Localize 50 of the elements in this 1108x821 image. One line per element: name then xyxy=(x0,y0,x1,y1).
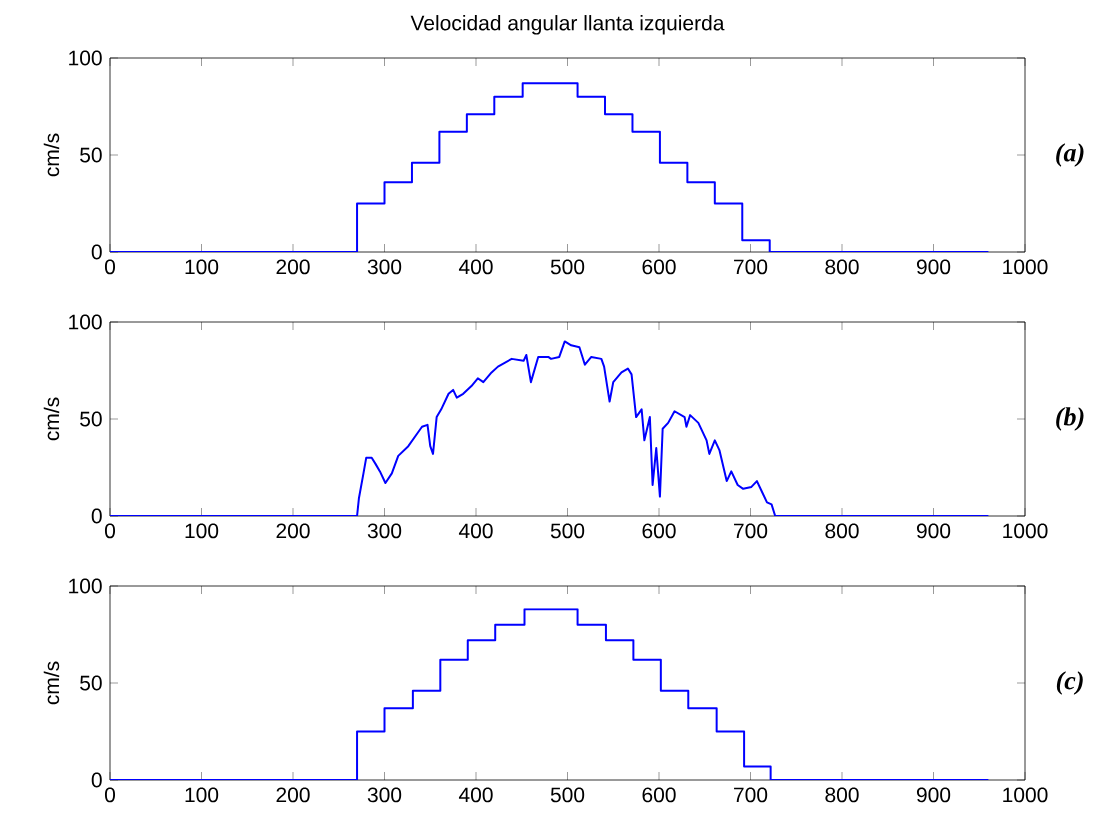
x-tick-label: 800 xyxy=(825,523,859,539)
y-tick-label: 100 xyxy=(69,314,102,330)
x-tick-label: 1000 xyxy=(1003,523,1048,539)
x-tick-label: 100 xyxy=(185,787,219,803)
y-tick-label: 100 xyxy=(69,50,102,66)
x-tick-label: 0 xyxy=(104,787,116,803)
x-tick-label: 900 xyxy=(916,523,951,539)
text: (c) xyxy=(1056,671,1083,695)
x-tick-label: 100 xyxy=(185,259,219,275)
x-tick-label: 0 xyxy=(104,259,116,275)
x-tick-label: 500 xyxy=(550,259,585,275)
x-tick-label: 300 xyxy=(367,523,402,539)
x-tick-label: 500 xyxy=(550,787,585,803)
x-tick-label: 400 xyxy=(458,259,493,275)
x-tick-label: 700 xyxy=(734,523,768,539)
x-tick-label: 200 xyxy=(276,787,310,803)
y-axis-title: cm/s xyxy=(43,397,60,441)
y-tick-label: 50 xyxy=(80,675,102,691)
x-tick-label: 1000 xyxy=(1003,787,1048,803)
y-tick-label: 50 xyxy=(80,411,102,427)
x-tick-label: 600 xyxy=(642,523,676,539)
x-tick-label: 200 xyxy=(276,259,310,275)
x-tick-label: 600 xyxy=(642,259,676,275)
y-tick-label: 0 xyxy=(91,508,102,524)
text: (a) xyxy=(1056,143,1084,167)
x-tick-label: 400 xyxy=(458,787,493,803)
chart-title: Velocidad angular llanta izquierda xyxy=(410,15,725,35)
x-tick-label: 800 xyxy=(825,787,859,803)
x-tick-label: 0 xyxy=(104,523,116,539)
x-tick-label: 300 xyxy=(367,259,402,275)
x-tick-label: 700 xyxy=(734,259,768,275)
y-axis-title: cm/s xyxy=(43,133,60,177)
x-tick-label: 200 xyxy=(276,523,310,539)
x-tick-label: 900 xyxy=(916,787,951,803)
y-tick-label: 50 xyxy=(80,147,102,163)
y-tick-label: 0 xyxy=(91,772,102,788)
x-tick-label: 1000 xyxy=(1003,259,1048,275)
text: (b) xyxy=(1056,407,1084,431)
x-tick-label: 300 xyxy=(367,787,402,803)
y-tick-label: 100 xyxy=(69,578,102,594)
x-tick-label: 400 xyxy=(458,523,493,539)
x-tick-label: 800 xyxy=(825,259,859,275)
y-axis-title: cm/s xyxy=(43,661,60,705)
x-tick-label: 600 xyxy=(642,787,676,803)
y-tick-label: 0 xyxy=(91,244,102,260)
x-tick-label: 700 xyxy=(734,787,768,803)
x-tick-label: 100 xyxy=(185,523,219,539)
x-tick-label: 900 xyxy=(916,259,951,275)
x-tick-label: 500 xyxy=(550,523,585,539)
line-series xyxy=(110,340,990,517)
